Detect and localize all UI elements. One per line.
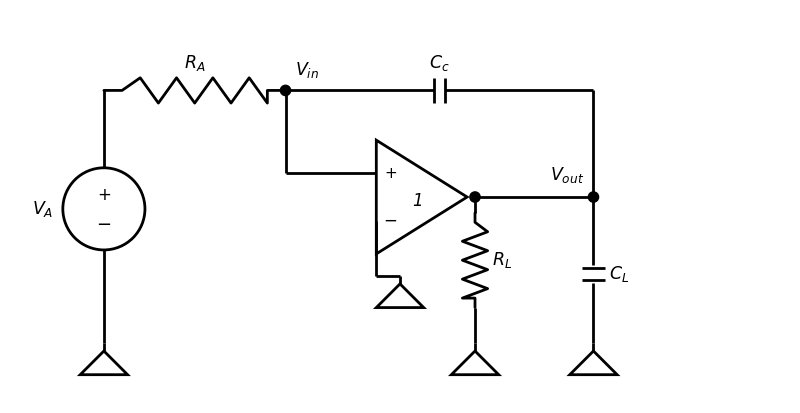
Circle shape bbox=[280, 85, 290, 95]
Text: 1: 1 bbox=[412, 192, 422, 210]
Text: $C_c$: $C_c$ bbox=[429, 53, 450, 73]
Text: $R_L$: $R_L$ bbox=[492, 250, 513, 270]
Text: $R_A$: $R_A$ bbox=[184, 53, 206, 73]
Circle shape bbox=[470, 192, 480, 202]
Text: −: − bbox=[383, 212, 398, 230]
Text: $V_{in}$: $V_{in}$ bbox=[295, 60, 319, 80]
Text: $V_{out}$: $V_{out}$ bbox=[550, 165, 584, 185]
Text: $V_A$: $V_A$ bbox=[32, 199, 54, 219]
Text: +: + bbox=[384, 166, 397, 180]
Text: $C_L$: $C_L$ bbox=[610, 264, 630, 284]
Text: −: − bbox=[96, 216, 111, 234]
Circle shape bbox=[588, 192, 598, 202]
Text: +: + bbox=[97, 186, 111, 204]
